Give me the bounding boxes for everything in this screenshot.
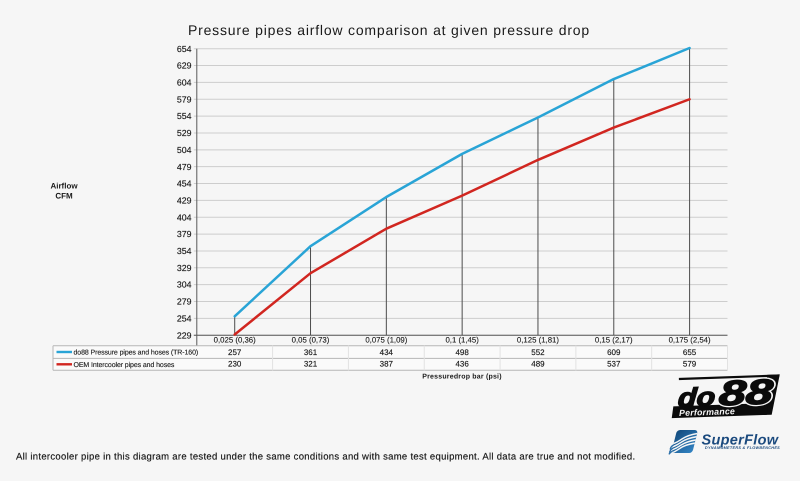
svg-text:257: 257 xyxy=(228,348,242,357)
svg-text:do88 Pressure pipes and hoses: do88 Pressure pipes and hoses (TR-160) xyxy=(74,349,199,357)
svg-text:Pressure pipes airflow compari: Pressure pipes airflow comparison at giv… xyxy=(188,22,590,38)
svg-text:479: 479 xyxy=(177,162,192,172)
svg-text:321: 321 xyxy=(304,360,318,369)
svg-text:504: 504 xyxy=(177,145,192,155)
svg-text:434: 434 xyxy=(380,348,394,357)
svg-text:Airflow: Airflow xyxy=(50,182,78,191)
svg-text:554: 554 xyxy=(177,111,192,121)
svg-text:361: 361 xyxy=(304,348,318,357)
svg-text:654: 654 xyxy=(177,44,192,54)
svg-text:436: 436 xyxy=(455,360,469,369)
svg-text:0,125 (1,81): 0,125 (1,81) xyxy=(517,336,559,345)
svg-text:0,1 (1,45): 0,1 (1,45) xyxy=(445,336,479,345)
svg-text:537: 537 xyxy=(607,360,621,369)
svg-text:254: 254 xyxy=(177,313,192,323)
svg-text:230: 230 xyxy=(228,360,242,369)
svg-text:OEM Intercooler pipes and hose: OEM Intercooler pipes and hoses xyxy=(74,361,175,369)
svg-text:Pressuredrop bar (psi): Pressuredrop bar (psi) xyxy=(422,373,501,381)
svg-text:0,025 (0,36): 0,025 (0,36) xyxy=(214,336,256,345)
svg-text:489: 489 xyxy=(531,360,545,369)
svg-text:0,15 (2,17): 0,15 (2,17) xyxy=(595,336,633,345)
svg-text:354: 354 xyxy=(177,246,192,256)
svg-text:429: 429 xyxy=(177,195,192,205)
svg-text:454: 454 xyxy=(177,179,192,189)
svg-text:579: 579 xyxy=(177,94,192,104)
svg-text:579: 579 xyxy=(683,360,697,369)
svg-text:88: 88 xyxy=(718,372,775,413)
svg-text:0,175 (2,54): 0,175 (2,54) xyxy=(669,336,711,345)
svg-text:Performance: Performance xyxy=(679,406,735,418)
svg-text:DYNAMOMETERS & FLOWBENCHES: DYNAMOMETERS & FLOWBENCHES xyxy=(705,446,780,450)
svg-text:404: 404 xyxy=(177,212,192,222)
svg-text:604: 604 xyxy=(177,78,192,88)
svg-text:0,05 (0,73): 0,05 (0,73) xyxy=(292,336,330,345)
svg-text:629: 629 xyxy=(177,61,192,71)
svg-text:SuperFlow: SuperFlow xyxy=(702,433,780,449)
svg-text:498: 498 xyxy=(455,348,469,357)
svg-text:279: 279 xyxy=(177,297,192,307)
svg-text:All intercooler pipe in this d: All intercooler pipe in this diagram are… xyxy=(16,452,635,463)
svg-text:655: 655 xyxy=(683,348,697,357)
svg-text:609: 609 xyxy=(607,348,621,357)
svg-text:304: 304 xyxy=(177,280,192,290)
svg-text:529: 529 xyxy=(177,128,192,138)
svg-text:88: 88 xyxy=(718,372,775,413)
svg-text:do: do xyxy=(677,381,716,412)
svg-text:552: 552 xyxy=(531,348,545,357)
svg-text:CFM: CFM xyxy=(55,192,73,201)
svg-text:379: 379 xyxy=(177,229,192,239)
svg-text:0,075 (1,09): 0,075 (1,09) xyxy=(365,336,407,345)
svg-text:387: 387 xyxy=(380,360,394,369)
svg-text:329: 329 xyxy=(177,263,192,273)
svg-text:229: 229 xyxy=(177,330,192,340)
